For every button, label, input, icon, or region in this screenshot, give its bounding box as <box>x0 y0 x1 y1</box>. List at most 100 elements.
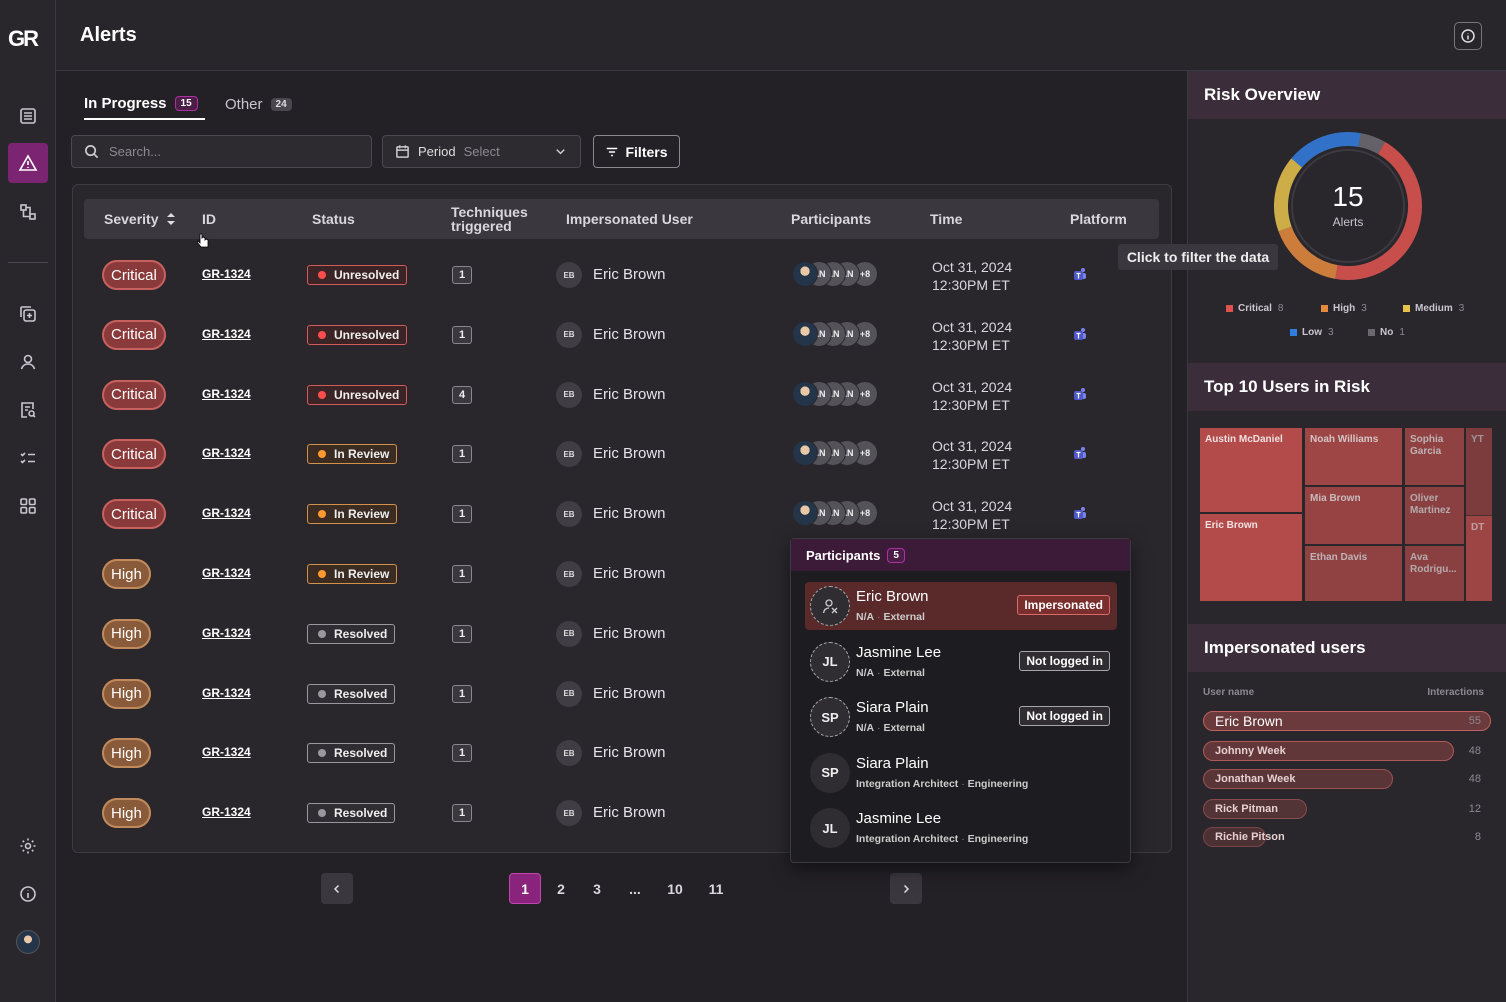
table-row[interactable]: High GR-1324 Resolved 1 EB Eric Brown <box>84 783 1164 843</box>
alert-id-link[interactable]: GR-1324 <box>202 625 251 640</box>
impersonated-user-row[interactable]: Jonathan Week 48 <box>1203 769 1491 789</box>
alert-id-link[interactable]: GR-1324 <box>202 446 251 461</box>
legend-item-critical[interactable]: Critical 8 <box>1226 303 1283 314</box>
alert-id-link[interactable]: GR-1324 <box>202 685 251 700</box>
treemap-cell[interactable]: Mia Brown <box>1304 486 1403 545</box>
treemap-cell[interactable]: Noah Williams <box>1304 427 1403 486</box>
legend-item-no[interactable]: No 1 <box>1368 327 1405 338</box>
user-avatar[interactable] <box>16 930 40 954</box>
column-header-techniques[interactable]: Techniques triggered <box>451 204 528 234</box>
participant-list-item[interactable]: Eric Brown N/A · External Impersonated <box>805 582 1117 630</box>
copy-plus-icon[interactable] <box>8 294 48 334</box>
column-header-time[interactable]: Time <box>930 211 963 227</box>
table-row[interactable]: High GR-1324 Resolved 1 EB Eric Brown <box>84 723 1164 783</box>
table-row[interactable]: High GR-1324 Resolved 1 EB Eric Brown <box>84 664 1164 724</box>
previous-page-button[interactable] <box>321 873 353 904</box>
alert-id-link[interactable]: GR-1324 <box>202 506 251 521</box>
alert-id-link[interactable]: GR-1324 <box>202 267 251 281</box>
filters-button[interactable]: Filters <box>593 135 680 168</box>
table-row[interactable]: High GR-1324 In Review 1 EB Eric Brown <box>84 544 1164 604</box>
table-row[interactable]: Critical GR-1324 In Review 1 EB Eric Brown AN A… <box>84 424 1164 484</box>
donut-segment-no[interactable] <box>1358 133 1385 155</box>
tab-in-progress[interactable]: In Progress 15 <box>84 88 205 120</box>
participants-avatar-group[interactable]: AN AN AN +8 <box>792 380 884 409</box>
treemap-cell[interactable]: Eric Brown <box>1199 513 1303 602</box>
status-badge[interactable]: Resolved <box>307 683 396 704</box>
impersonated-user-row[interactable]: Rick Pitman 12 <box>1203 799 1491 819</box>
column-header-participants[interactable]: Participants <box>791 211 872 227</box>
alert-id-link[interactable]: GR-1324 <box>202 566 251 580</box>
column-header-platform[interactable]: Platform <box>1070 211 1127 227</box>
column-header-id[interactable]: ID <box>202 211 216 227</box>
legend-item-medium[interactable]: Medium 3 <box>1403 303 1464 314</box>
participants-avatar-group[interactable]: AN AN AN +8 <box>792 440 884 468</box>
search-input[interactable] <box>109 144 349 159</box>
alert-icon[interactable] <box>8 143 48 183</box>
info-button[interactable] <box>1454 22 1482 50</box>
page-10-button[interactable]: 10 <box>667 880 683 897</box>
donut-segment-low[interactable] <box>1291 132 1361 168</box>
table-row[interactable]: High GR-1324 Resolved 1 EB Eric Brown <box>84 604 1164 664</box>
alert-id-link[interactable]: GR-1324 <box>202 386 251 401</box>
network-icon[interactable] <box>8 192 48 232</box>
table-row[interactable]: Critical GR-1324 In Review 1 EB Eric Brown AN A… <box>84 484 1164 544</box>
legend-item-high[interactable]: High 3 <box>1321 303 1367 314</box>
settings-icon[interactable] <box>8 826 48 866</box>
status-badge[interactable]: In Review <box>307 564 398 584</box>
treemap-cell[interactable]: Austin McDaniel <box>1199 427 1303 513</box>
participant-list-item[interactable]: JL Jasmine Lee N/A · External Not logged in <box>805 638 1117 686</box>
status-badge[interactable]: Resolved <box>307 743 396 764</box>
status-badge[interactable]: Unresolved <box>307 384 408 405</box>
alert-id-link[interactable]: GR-1324 <box>202 326 251 341</box>
treemap-cell[interactable]: DT <box>1465 515 1493 602</box>
grid-icon[interactable] <box>8 486 48 526</box>
tab-other[interactable]: Other 24 <box>225 88 292 120</box>
status-badge[interactable]: Resolved <box>307 803 396 824</box>
page-3-button[interactable]: 3 <box>593 880 601 897</box>
status-badge[interactable]: Unresolved <box>307 265 408 285</box>
column-header-severity[interactable]: Severity <box>104 199 176 239</box>
participants-avatar-group[interactable]: AN AN AN +8 <box>792 320 884 349</box>
legend-item-low[interactable]: Low 3 <box>1290 327 1334 338</box>
period-select[interactable]: Period Select <box>382 135 581 168</box>
sort-icon[interactable] <box>166 212 176 226</box>
treemap-cell[interactable]: Sophia Garcia <box>1404 427 1465 486</box>
impersonated-user-row[interactable]: Johnny Week 48 <box>1203 741 1491 761</box>
status-badge[interactable]: In Review <box>307 504 398 525</box>
table-row[interactable]: Critical GR-1324 Unresolved 4 EB Eric Brown AN… <box>84 365 1164 425</box>
risk-donut-chart[interactable] <box>1268 126 1428 286</box>
donut-segment-medium[interactable] <box>1274 158 1303 232</box>
alert-id-link[interactable]: GR-1324 <box>202 745 251 760</box>
list-icon[interactable] <box>8 96 48 136</box>
column-header-status[interactable]: Status <box>312 211 355 227</box>
page-2-button[interactable]: 2 <box>557 880 565 897</box>
status-badge[interactable]: Unresolved <box>307 324 408 345</box>
participants-avatar-group[interactable]: AN AN AN +8 <box>792 500 884 528</box>
info-icon[interactable] <box>8 874 48 914</box>
page-1-button[interactable]: 1 <box>509 873 541 904</box>
impersonated-user-row[interactable]: Richie Pitson 8 <box>1203 827 1491 847</box>
search-box[interactable] <box>71 135 372 168</box>
checklist-icon[interactable] <box>8 438 48 478</box>
table-row[interactable]: Critical GR-1324 Unresolved 1 EB Eric Brown AN… <box>84 245 1164 305</box>
treemap-cell[interactable]: Ethan Davis <box>1304 545 1403 602</box>
treemap-cell[interactable]: Ava Rodrigu... <box>1404 545 1465 602</box>
next-page-button[interactable] <box>890 873 922 904</box>
page-11-button[interactable]: 11 <box>708 880 724 897</box>
participant-list-item[interactable]: JL Jasmine Lee Integration Architect · Eng… <box>805 804 1117 852</box>
column-header-impersonated-user[interactable]: Impersonated User <box>566 211 693 227</box>
document-search-icon[interactable] <box>8 390 48 430</box>
table-row[interactable]: Critical GR-1324 Unresolved 1 EB Eric Brown AN… <box>84 305 1164 365</box>
participant-list-item[interactable]: SP Siara Plain Integration Architect · Eng… <box>805 749 1117 797</box>
donut-segment-high[interactable] <box>1278 226 1338 279</box>
alert-id-link[interactable]: GR-1324 <box>202 805 251 820</box>
status-badge[interactable]: In Review <box>307 444 398 465</box>
user-icon[interactable] <box>8 342 48 382</box>
treemap-cell[interactable]: Oliver Martinez <box>1404 486 1465 545</box>
participant-list-item[interactable]: SP Siara Plain N/A · External Not logged in <box>805 693 1117 741</box>
donut-segment-critical[interactable] <box>1335 141 1422 280</box>
impersonated-user-row[interactable]: Eric Brown 55 <box>1203 711 1491 731</box>
participants-avatar-group[interactable]: AN AN AN +8 <box>792 261 884 289</box>
app-logo[interactable]: GR <box>8 26 39 51</box>
status-badge[interactable]: Resolved <box>307 623 396 644</box>
